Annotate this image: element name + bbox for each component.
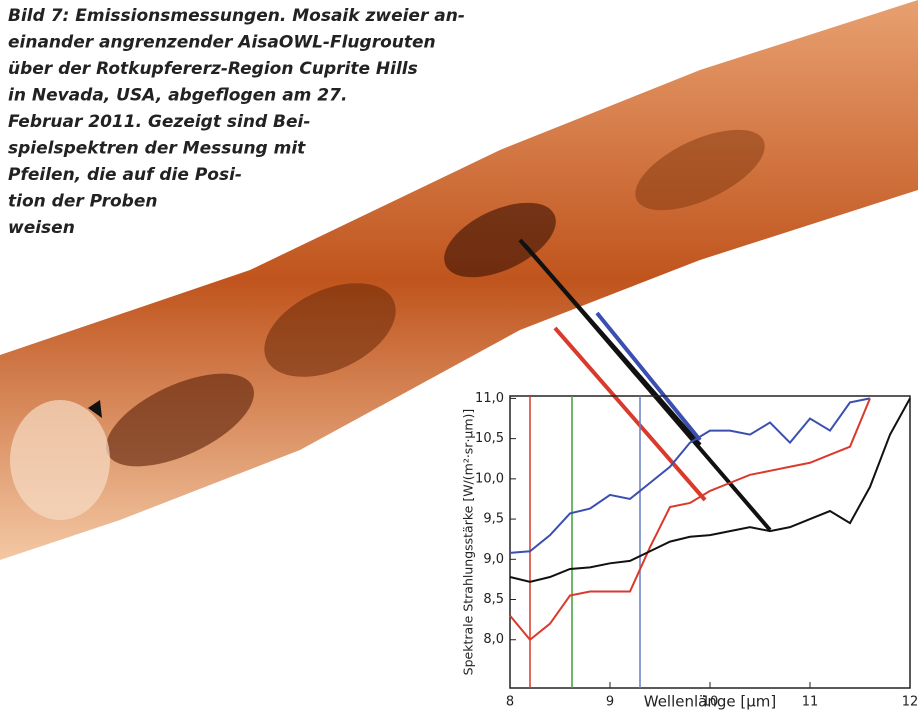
caption-line: weisen: [8, 218, 75, 238]
y-tick-label: 8,5: [483, 592, 504, 607]
y-tick-label: 8,0: [483, 632, 504, 647]
caption-line: spielspektren der Messung mit: [8, 139, 306, 159]
y-tick-label: 9,0: [483, 552, 504, 567]
y-axis-label: Spektrale Strahlungsstärke [W/(m²·sr·µm)…: [461, 409, 476, 676]
caption-line: Februar 2011. Gezeigt sind Bei-: [8, 112, 310, 132]
caption-line: Pfeilen, die auf die Posi-: [8, 165, 242, 185]
caption-line: Bild 7: Emissionsmessungen. Mosaik zweie…: [8, 6, 465, 26]
y-tick-label: 11,0: [475, 391, 504, 406]
x-tick-label: 11: [802, 695, 819, 710]
y-tick-label: 10,0: [475, 471, 504, 486]
y-tick-label: 9,5: [483, 512, 504, 527]
y-tick-label: 10,5: [475, 431, 504, 446]
caption-line: über der Rotkupfererz-Region Cuprite Hil…: [8, 59, 418, 79]
caption-line: tion der Proben: [8, 192, 157, 212]
x-tick-label: 12: [902, 695, 918, 710]
x-tick-label: 9: [606, 695, 614, 710]
x-tick-label: 8: [506, 695, 514, 710]
caption-line: einander angrenzender AisaOWL-Flugrouten: [8, 33, 436, 53]
figure: Bild 7: Emissionsmessungen. Mosaik zweie…: [0, 0, 918, 711]
x-axis-label: Wellenlänge [µm]: [644, 693, 777, 711]
caption-line: in Nevada, USA, abgeflogen am 27.: [8, 86, 347, 106]
